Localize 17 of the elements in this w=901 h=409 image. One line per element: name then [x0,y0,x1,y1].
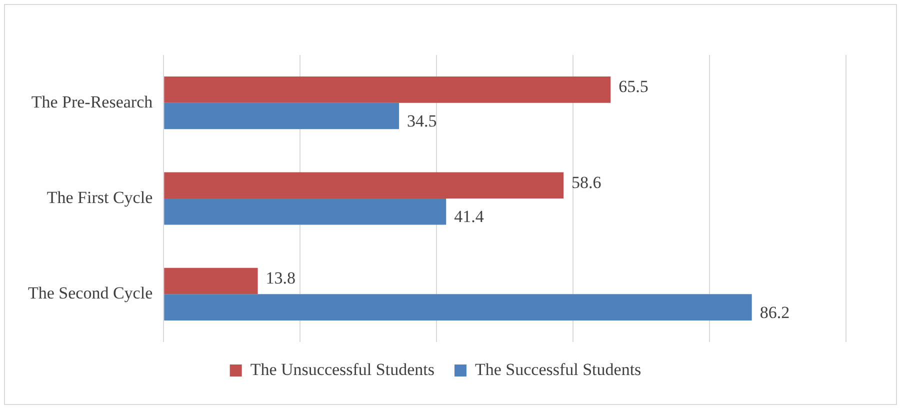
data-label: 58.6 [572,172,602,192]
data-label: 41.4 [454,207,484,226]
bar [164,198,446,225]
bar [164,294,752,320]
data-label: 86.2 [760,302,790,322]
data-label: 34.5 [407,111,437,130]
data-label: 65.5 [618,77,648,96]
y-tick-label: The Second Cycle [28,284,153,303]
bar [164,268,258,294]
bar [164,76,611,103]
y-tick-label: The Pre-Research [31,92,154,112]
bar [164,172,564,198]
data-label: 13.8 [266,268,296,288]
legend-label: The Unsuccessful Students [250,360,434,379]
y-tick-label: The First Cycle [46,188,153,207]
legend-label: The Successful Students [474,360,642,379]
bar [164,102,400,130]
